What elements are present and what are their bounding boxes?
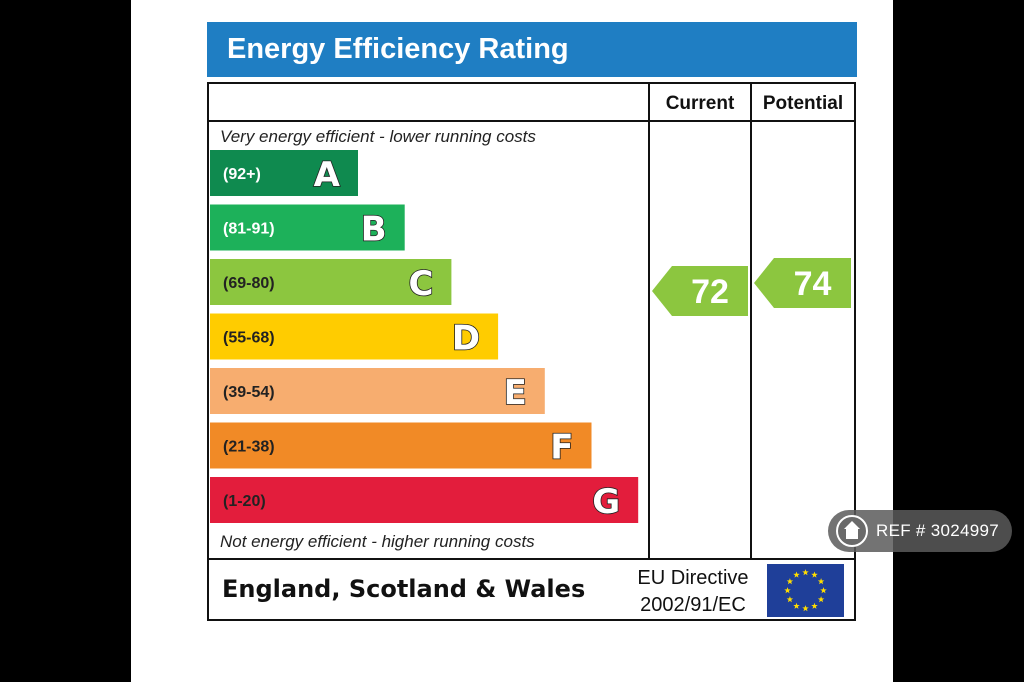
ref-text: REF # 3024997: [876, 521, 999, 540]
eu-star: [802, 569, 809, 576]
band-range-b: (81-91): [223, 221, 275, 238]
region-label: England, Scotland & Wales: [222, 575, 585, 603]
band-range-f: (21-38): [223, 439, 275, 456]
ref-badge: REF # 3024997: [828, 510, 1012, 552]
band-letter-d: D: [452, 319, 480, 359]
band-range-c: (69-80): [223, 275, 275, 292]
band-e: [210, 368, 545, 414]
band-d: [210, 313, 499, 360]
header-current: Current: [666, 93, 735, 114]
eu-star: [786, 596, 794, 603]
potential-value: 74: [794, 265, 832, 303]
band-range-d: (55-68): [223, 330, 275, 347]
eu-star: [784, 587, 791, 594]
band-letter-f: F: [550, 428, 573, 468]
directive-line-2: 2002/91/EC: [640, 594, 746, 616]
rating-bands: (92+) A (81-91) B (69-80) C (55-68) D (39-54) E (2…: [210, 150, 639, 523]
band-letter-c: C: [408, 264, 433, 304]
band-letter-b: B: [361, 210, 387, 250]
eu-star: [793, 571, 800, 578]
eu-star: [793, 602, 800, 609]
band-a: [210, 150, 358, 196]
eu-star: [817, 596, 825, 603]
bottom-note: Not energy efficient - higher running co…: [220, 532, 535, 551]
home-icon: [836, 515, 868, 547]
eu-star: [811, 602, 818, 609]
eu-star: [811, 571, 818, 578]
eu-star: [802, 605, 809, 612]
top-note: Very energy efficient - lower running co…: [220, 127, 536, 146]
banner-title: Energy Efficiency Rating: [207, 22, 857, 77]
band-letter-g: G: [592, 482, 620, 522]
band-c: [210, 259, 452, 305]
current-value: 72: [691, 273, 729, 311]
chart-frame: [207, 82, 856, 621]
potential-arrow: [754, 258, 851, 308]
directive-line-1: EU Directive: [637, 567, 748, 589]
band-letter-a: A: [314, 155, 341, 195]
rating-arrows: 72 74: [652, 258, 851, 316]
eu-star: [786, 578, 794, 585]
band-b: [210, 204, 405, 251]
header-potential: Potential: [763, 93, 843, 114]
band-f: [210, 422, 592, 469]
eu-star: [817, 578, 825, 585]
current-arrow: [652, 266, 748, 316]
eu-flag-icon: [767, 564, 844, 617]
band-range-e: (39-54): [223, 384, 275, 401]
band-range-g: (1-20): [223, 493, 266, 510]
eu-star: [820, 587, 827, 594]
band-g: [210, 477, 639, 523]
band-letter-e: E: [504, 373, 527, 413]
band-range-a: (92+): [223, 166, 261, 183]
